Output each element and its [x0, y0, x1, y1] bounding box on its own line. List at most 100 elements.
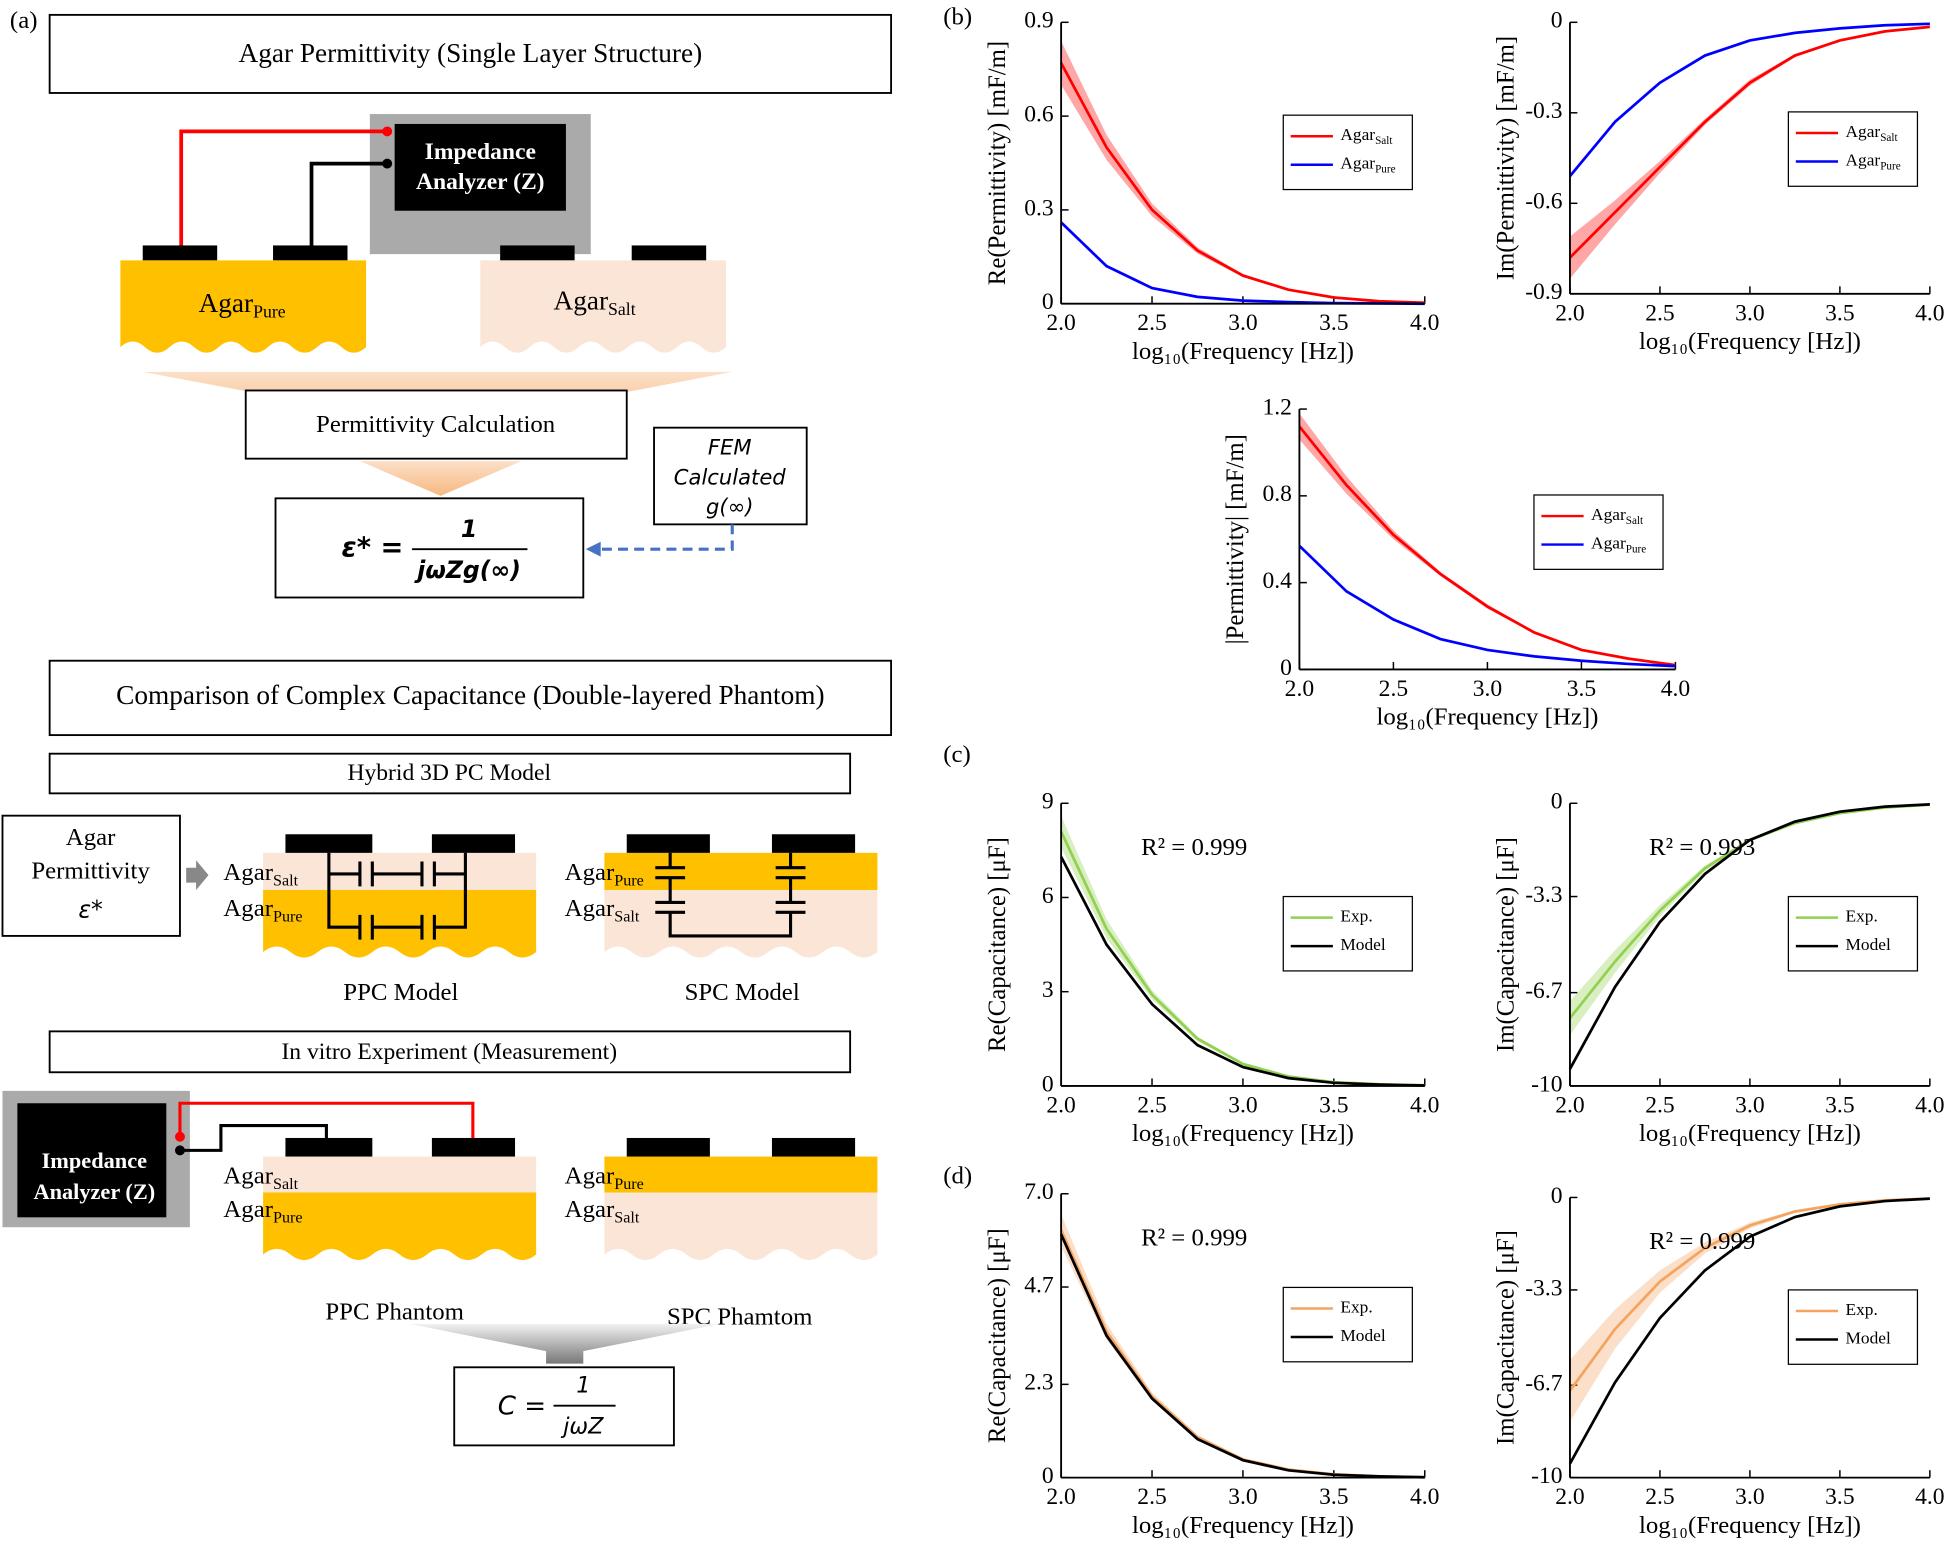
- label-base: Agar: [565, 859, 615, 886]
- line: [1298, 425, 1676, 667]
- circuit: [655, 852, 806, 938]
- fem-label: Calculated: [674, 465, 787, 490]
- y-tick-label: 0.6: [1024, 102, 1054, 128]
- y-tick-label: 4.7: [1024, 1272, 1054, 1298]
- agar-block: [263, 890, 537, 958]
- section-label: In vitro Experiment (Measurement): [281, 1039, 617, 1065]
- electrode: [631, 245, 707, 261]
- chart: 2.0 2.5 3.0 3.5 4.0 -0.9 -0.6 -0.3 0 Im(Permittiv…: [1493, 8, 1945, 355]
- model-label: SPC Model: [685, 979, 800, 1006]
- input-label: Permittivity: [31, 857, 150, 884]
- section-label: Hybrid 3D PC Model: [347, 760, 551, 786]
- legend-name: Agar: [1340, 125, 1375, 144]
- x-tick-label: 3.0: [1735, 300, 1764, 326]
- y-tick-label: -0.3: [1525, 98, 1562, 124]
- terminal: [174, 1145, 185, 1156]
- label-sub: Pure: [253, 302, 286, 322]
- agar-label: AgarSalt: [565, 895, 640, 925]
- x-tick-label: 2.0: [1555, 1092, 1584, 1118]
- label-base: Agar: [223, 895, 273, 922]
- y-tick-label: 0: [1551, 789, 1563, 815]
- legend-label: AgarPure: [1845, 150, 1900, 172]
- chart: 2.0 2.5 3.0 3.5 4.0 -10 -6.7 -3.3 0 Im(Capacitanc…: [1493, 789, 1945, 1147]
- y-axis-label: Re(Capacitance) [μF]: [984, 1228, 1011, 1443]
- electrode: [285, 1137, 373, 1157]
- x-tick-label: 3.0: [1228, 1484, 1257, 1510]
- legend: [1787, 895, 1919, 972]
- wire: [179, 1124, 328, 1152]
- x-axis-label: log₁₀(Frequency [Hz]): [1132, 1512, 1354, 1539]
- x-axis-label: log₁₀(Frequency [Hz]): [1639, 1512, 1861, 1539]
- x-tick-label: 2.0: [1046, 1484, 1075, 1510]
- legend-label: Model: [1340, 1326, 1386, 1345]
- y-tick-label: -10: [1531, 1463, 1562, 1489]
- legend-label: AgarSalt: [1845, 122, 1898, 144]
- annotation: R² = 0.999: [1141, 834, 1247, 861]
- legend: [1787, 111, 1919, 187]
- y-tick-label: -3.3: [1525, 1275, 1562, 1301]
- electrode: [431, 834, 516, 853]
- equation-lhs: C =: [498, 1391, 546, 1421]
- phantom-label: PPC Phantom: [325, 1299, 464, 1326]
- panel-label: (b): [943, 3, 972, 30]
- label-sub: Pure: [614, 1176, 644, 1193]
- line: [1568, 25, 1931, 259]
- equation-num: 1: [461, 515, 477, 543]
- x-tick-label: 3.5: [1825, 1484, 1854, 1510]
- legend-label: Exp.: [1845, 1300, 1877, 1319]
- panel-label: (c): [943, 741, 971, 768]
- legend-label: Model: [1845, 935, 1891, 954]
- equation-num: 1: [576, 1372, 590, 1398]
- legend-name: Agar: [1591, 505, 1626, 524]
- y-tick-label: 0: [1551, 8, 1563, 34]
- x-tick-label: 2.0: [1555, 1484, 1584, 1510]
- y-tick-label: 0.3: [1024, 195, 1053, 221]
- y-tick-label: 0: [1551, 1183, 1563, 1209]
- funnel: [409, 1323, 720, 1364]
- annotation: R² = 0.999: [1141, 1224, 1247, 1251]
- x-tick-label: 2.0: [1046, 310, 1075, 336]
- legend-label: AgarPure: [1591, 534, 1646, 556]
- line: [1568, 803, 1930, 1070]
- equation-den: jωZg(∞): [413, 556, 521, 584]
- x-tick-label: 3.0: [1228, 1092, 1257, 1118]
- label-sub: Salt: [608, 299, 636, 319]
- label-sub: Pure: [614, 872, 644, 889]
- x-tick-label: 3.0: [1228, 310, 1257, 336]
- label-base: Agar: [554, 286, 609, 316]
- y-axis-label: Im(Permittivity) [mF/m]: [1493, 36, 1520, 280]
- y-tick-label: -3.3: [1525, 882, 1562, 908]
- analyzer: [17, 1103, 167, 1218]
- section-box: [48, 1030, 852, 1074]
- legend-label: Exp.: [1845, 907, 1877, 926]
- terminal: [382, 158, 393, 169]
- x-tick-label: 3.5: [1319, 310, 1348, 336]
- x-tick-label: 3.5: [1319, 1092, 1348, 1118]
- agar-block: [480, 260, 727, 353]
- legend-label: Exp.: [1340, 907, 1372, 926]
- y-axis-label: |Permittivity| [mF/m]: [1222, 434, 1249, 644]
- y-axis-label: Re(Permittivity) [mF/m]: [984, 41, 1011, 285]
- y-tick-label: 0: [1042, 1071, 1054, 1097]
- title-box: [48, 659, 893, 737]
- x-tick-label: 2.5: [1645, 300, 1674, 326]
- label-sub: Pure: [273, 908, 303, 925]
- legend-name: Exp.: [1845, 1300, 1877, 1319]
- y-tick-label: 6: [1042, 883, 1054, 909]
- y-tick-label: 0.8: [1263, 481, 1292, 507]
- electrode: [431, 1137, 516, 1157]
- title: Comparison of Complex Capacitance (Doubl…: [116, 680, 824, 710]
- x-tick-label: 3.5: [1319, 1484, 1348, 1510]
- label-base: Agar: [223, 859, 273, 886]
- y-tick-label: 3: [1042, 977, 1054, 1003]
- input-label: ε*: [78, 896, 103, 924]
- agar-block: [120, 260, 367, 353]
- equation-box: [274, 497, 585, 599]
- label-base: Agar: [223, 1162, 273, 1189]
- legend-name: Model: [1340, 935, 1386, 954]
- electrode: [142, 245, 218, 261]
- electrode: [500, 245, 575, 261]
- band: [1569, 1198, 1930, 1422]
- agar-label: AgarPure: [565, 1162, 644, 1192]
